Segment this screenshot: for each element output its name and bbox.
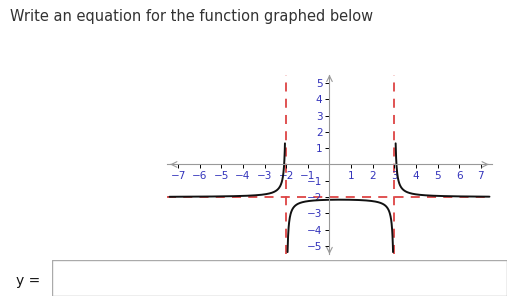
Text: y =: y = xyxy=(16,274,40,288)
Text: Write an equation for the function graphed below: Write an equation for the function graph… xyxy=(10,9,373,24)
